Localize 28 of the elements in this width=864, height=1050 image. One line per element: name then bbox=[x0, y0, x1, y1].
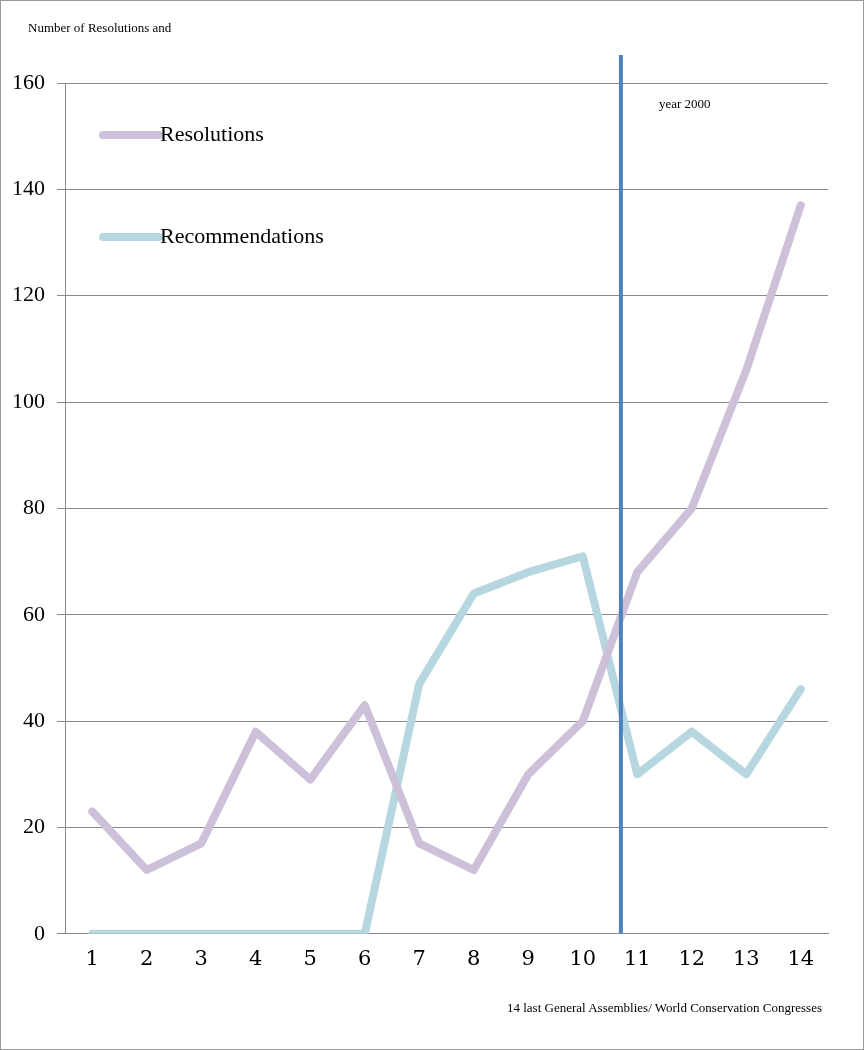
x-tick-label: 5 bbox=[303, 945, 317, 970]
y-tick-label: 60 bbox=[23, 600, 45, 626]
ref-line-label: year 2000 bbox=[658, 96, 711, 112]
x-tick-label: 12 bbox=[678, 945, 706, 970]
x-tick-label: 6 bbox=[358, 945, 372, 970]
x-tick-label: 3 bbox=[194, 945, 208, 970]
x-tick-label: 1 bbox=[85, 945, 99, 970]
y-tick-label: 40 bbox=[23, 706, 45, 732]
x-tick-label: 11 bbox=[623, 945, 651, 970]
x-tick-label: 7 bbox=[412, 945, 426, 970]
legend-label: Recommendations bbox=[160, 222, 324, 248]
y-tick-label: 120 bbox=[12, 281, 45, 307]
y-tick-label: 80 bbox=[23, 494, 45, 520]
y-axis-title: Number of Resolutions and bbox=[28, 20, 172, 36]
x-tick-label: 9 bbox=[521, 945, 535, 970]
legend-label: Resolutions bbox=[160, 120, 264, 146]
x-tick-label: 4 bbox=[249, 945, 263, 970]
y-tick-label: 160 bbox=[12, 68, 45, 94]
y-tick-label: 20 bbox=[23, 813, 45, 839]
y-tick-label: 100 bbox=[12, 387, 45, 413]
x-axis-title: 14 last General Assemblies/ World Conservation Congresses bbox=[506, 1000, 822, 1016]
y-tick-label: 0 bbox=[34, 919, 45, 945]
x-tick-label: 10 bbox=[569, 945, 597, 970]
y-tick-label: 140 bbox=[12, 175, 45, 201]
x-tick-label: 14 bbox=[787, 945, 815, 970]
x-tick-label: 8 bbox=[467, 945, 481, 970]
x-tick-label: 13 bbox=[732, 945, 760, 970]
x-tick-label: 2 bbox=[140, 945, 154, 970]
